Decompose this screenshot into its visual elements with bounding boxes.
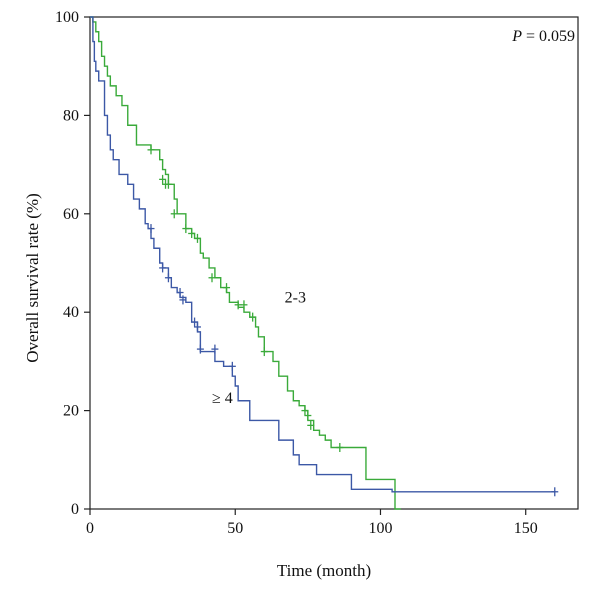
y-tick-label: 0 [71, 501, 79, 518]
y-tick-label: 20 [63, 403, 79, 420]
axes-layer: 0 50 100 150 0 20 40 60 80 100 [55, 9, 538, 537]
x-axis-label: Time (month) [277, 561, 371, 580]
y-tick-label: 40 [63, 304, 79, 321]
y-tick-label: 60 [63, 206, 79, 223]
x-tick-label: 50 [227, 520, 243, 537]
y-tick-label: 100 [55, 9, 79, 26]
survival-curve [90, 16, 555, 493]
series-label: 2-3 [285, 289, 306, 306]
y-axis-label: Overall survival rate (%) [23, 193, 42, 362]
series-group-2-3 [90, 16, 401, 510]
p-value-annotation: P = 0.059 [511, 28, 575, 45]
p-value-text: = 0.059 [522, 28, 575, 45]
x-tick-label: 0 [86, 520, 94, 537]
x-tick-label: 100 [368, 520, 392, 537]
series-group-ge-4 [90, 16, 559, 497]
survival-curve [90, 16, 401, 510]
p-value-italic: P [511, 28, 522, 45]
x-tick-label: 150 [514, 520, 538, 537]
plot-area [89, 16, 579, 510]
plot-frame [89, 16, 579, 510]
series-layer: 2-3 ≥ 4 [90, 16, 559, 510]
y-tick-label: 80 [63, 107, 79, 124]
series-label: ≥ 4 [212, 390, 233, 407]
